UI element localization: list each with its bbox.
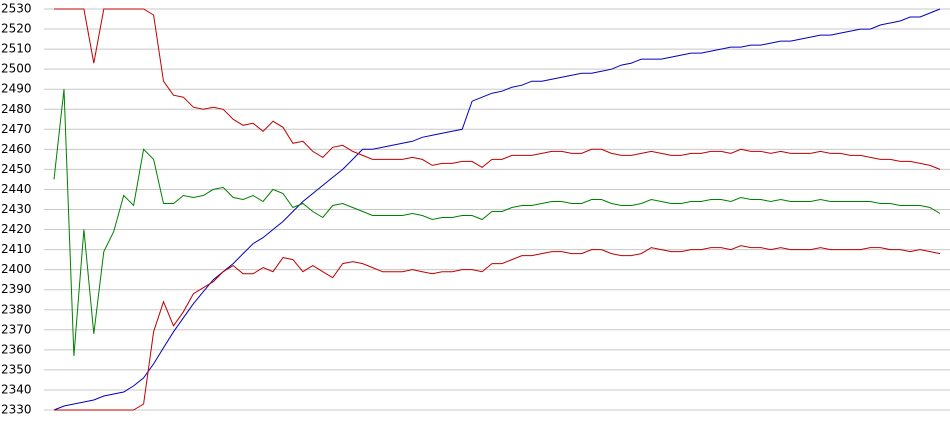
y-tick-label: 2390 [1, 282, 32, 296]
y-tick-label: 2340 [1, 382, 32, 396]
y-tick-label: 2470 [1, 122, 32, 136]
y-tick-label: 2460 [1, 142, 32, 156]
y-tick-label: 2490 [1, 82, 32, 96]
y-tick-label: 2500 [1, 62, 32, 76]
y-tick-label: 2440 [1, 182, 32, 196]
y-tick-label: 2350 [1, 362, 32, 376]
y-tick-label: 2520 [1, 22, 32, 36]
y-tick-label: 2410 [1, 242, 32, 256]
y-tick-label: 2330 [1, 403, 32, 417]
y-tick-label: 2360 [1, 342, 32, 356]
y-tick-label: 2420 [1, 222, 32, 236]
y-tick-label: 2450 [1, 162, 32, 176]
y-tick-label: 2400 [1, 262, 32, 276]
series-line [54, 8, 941, 170]
y-tick-label: 2380 [1, 302, 32, 316]
y-tick-label: 2370 [1, 322, 32, 336]
y-tick-label: 2510 [1, 42, 32, 56]
series-line [54, 245, 941, 411]
y-tick-label: 2430 [1, 202, 32, 216]
y-tick-label: 2530 [1, 2, 32, 16]
y-tick-label: 2480 [1, 102, 32, 116]
series-line [53, 89, 941, 356]
series-line [53, 8, 941, 411]
